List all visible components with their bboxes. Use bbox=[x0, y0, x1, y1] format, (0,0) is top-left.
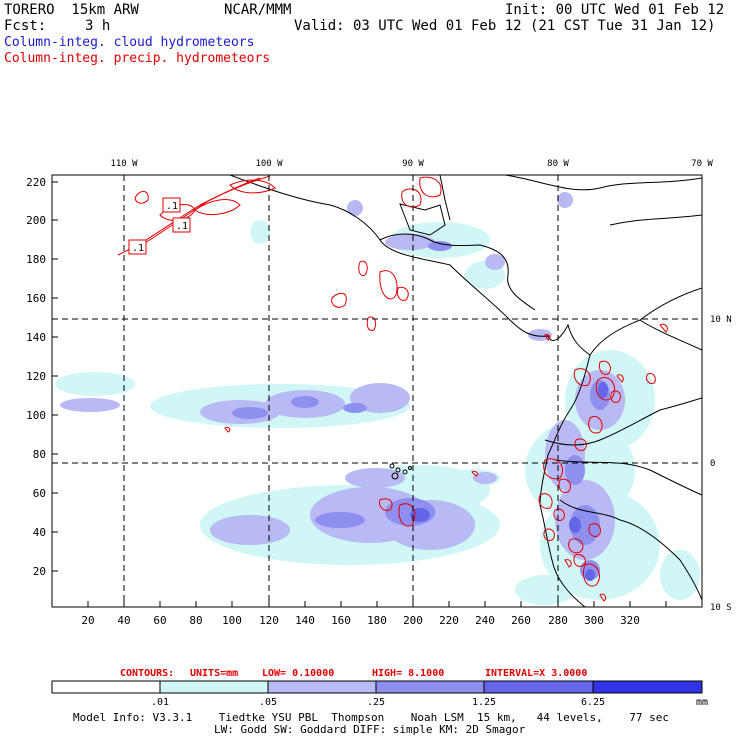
contour-labels: .1 .1 .1 bbox=[128, 197, 191, 255]
lon-label: 80 W bbox=[547, 159, 569, 169]
x-tick-label: 60 bbox=[153, 614, 166, 627]
lat-label: 10 N bbox=[710, 315, 732, 325]
galapagos-islands bbox=[389, 463, 412, 480]
contour-info-interval: INTERVAL=X 3.0000 bbox=[485, 668, 587, 679]
y-tick-label: 40 bbox=[33, 526, 46, 539]
contour-label: .1 bbox=[176, 221, 188, 232]
fcst-label: Fcst: bbox=[4, 18, 47, 34]
x-tick-label: 40 bbox=[117, 614, 130, 627]
lon-label: 110 W bbox=[110, 159, 138, 169]
legend-cloud: Column-integ. cloud hydrometeors bbox=[4, 35, 255, 50]
valid-time: Valid: 03 UTC Wed 01 Feb 12 (21 CST Tue … bbox=[294, 18, 716, 34]
y-tick-label: 200 bbox=[26, 214, 46, 227]
colorbar bbox=[51, 680, 703, 694]
x-tick-label: 80 bbox=[189, 614, 202, 627]
init-time: Init: 00 UTC Wed 01 Feb 12 bbox=[505, 2, 725, 18]
x-tick-label: 280 bbox=[548, 614, 568, 627]
org-label: NCAR/MMM bbox=[224, 2, 292, 18]
x-tick-label: 300 bbox=[584, 614, 604, 627]
y-tick-label: 120 bbox=[26, 370, 46, 383]
model-title: TORERO 15km ARW bbox=[4, 2, 139, 18]
y-tick-label: 20 bbox=[33, 565, 46, 578]
x-tick-label: 100 bbox=[222, 614, 242, 627]
x-tick-label: 120 bbox=[259, 614, 279, 627]
colorbar-label: 1.25 bbox=[472, 697, 496, 708]
colorbar-unit: mm bbox=[696, 697, 708, 708]
x-tick-label: 320 bbox=[620, 614, 640, 627]
contour-info-low: LOW= 0.10000 bbox=[262, 668, 334, 679]
y-tick-label: 220 bbox=[26, 176, 46, 189]
y-tick-label: 100 bbox=[26, 409, 46, 422]
y-tick-label: 60 bbox=[33, 487, 46, 500]
colorbar-label: .01 bbox=[151, 697, 169, 708]
y-tick-label: 140 bbox=[26, 331, 46, 344]
lon-label: 100 W bbox=[255, 159, 283, 169]
lon-label: 90 W bbox=[402, 159, 424, 169]
x-tick-label: 20 bbox=[81, 614, 94, 627]
y-tick-label: 80 bbox=[33, 448, 46, 461]
model-info: Model Info: V3.3.1 Tiedtke YSU PBL Thomp… bbox=[73, 711, 670, 724]
x-tick-label: 220 bbox=[439, 614, 459, 627]
graticule bbox=[52, 175, 702, 607]
contour-info-high: HIGH= 8.1000 bbox=[372, 668, 444, 679]
colorbar-label: 6.25 bbox=[581, 697, 605, 708]
contour-label: .1 bbox=[166, 201, 178, 212]
lat-label: 0 bbox=[710, 459, 715, 469]
y-tick-label: 160 bbox=[26, 292, 46, 305]
model-physics: LW: Godd SW: Goddard DIFF: simple KM: 2D… bbox=[214, 723, 526, 736]
colorbar-label: .25 bbox=[367, 697, 385, 708]
coastlines bbox=[229, 175, 702, 607]
lat-label: 10 S bbox=[710, 603, 732, 613]
contour-label: .1 bbox=[132, 243, 144, 254]
lon-label: 70 W bbox=[691, 159, 713, 169]
x-tick-label: 240 bbox=[475, 614, 495, 627]
contour-info-units: UNITS=mm bbox=[190, 668, 238, 679]
x-tick-label: 140 bbox=[295, 614, 315, 627]
cloud-field bbox=[55, 192, 700, 605]
x-tick-label: 180 bbox=[367, 614, 387, 627]
colorbar-label: .05 bbox=[259, 697, 277, 708]
fcst-value: 3 h bbox=[85, 18, 111, 34]
tick-marks bbox=[52, 181, 667, 607]
x-tick-label: 160 bbox=[331, 614, 351, 627]
legend-precip: Column-integ. precip. hydrometeors bbox=[4, 51, 271, 66]
contour-info-title: CONTOURS: bbox=[120, 668, 174, 679]
x-tick-label: 200 bbox=[403, 614, 423, 627]
x-tick-label: 260 bbox=[511, 614, 531, 627]
y-tick-label: 180 bbox=[26, 253, 46, 266]
